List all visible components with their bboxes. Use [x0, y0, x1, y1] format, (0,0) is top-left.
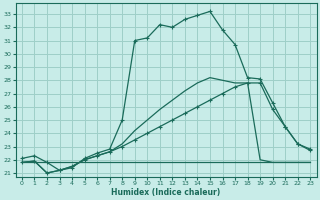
X-axis label: Humidex (Indice chaleur): Humidex (Indice chaleur) [111, 188, 221, 197]
